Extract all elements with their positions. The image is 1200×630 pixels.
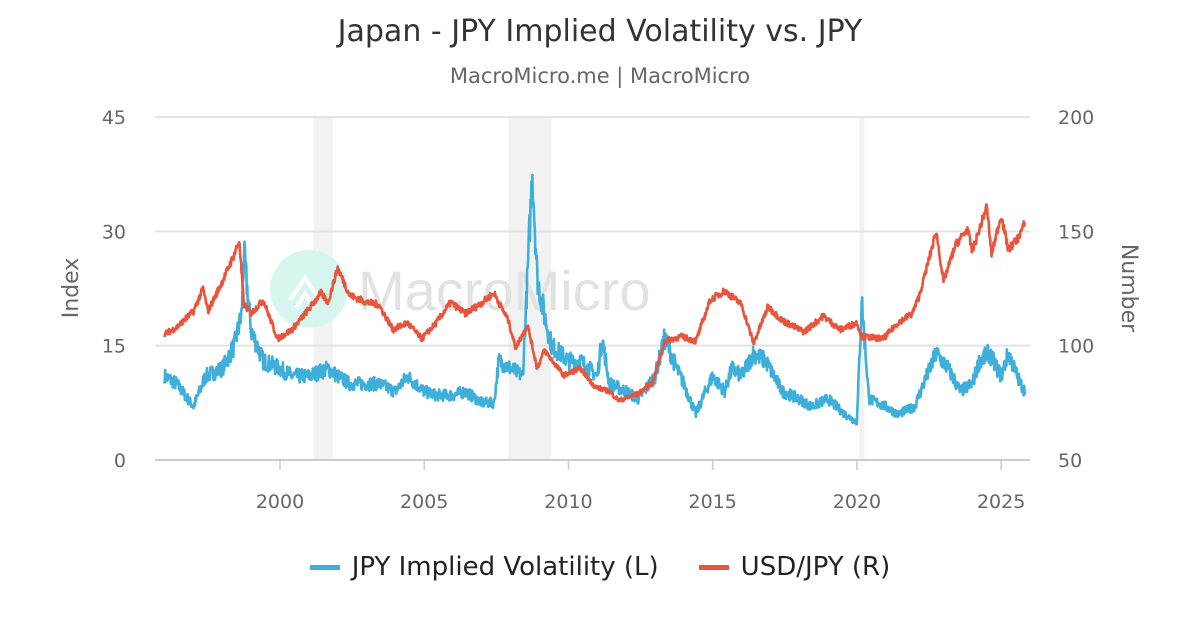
legend-swatch bbox=[309, 564, 340, 570]
left-tick-label: 30 bbox=[102, 221, 126, 243]
x-tick-label: 2015 bbox=[689, 491, 737, 513]
x-tick-label: 2010 bbox=[544, 491, 592, 513]
left-tick-label: 0 bbox=[114, 450, 126, 472]
legend: JPY Implied Volatility (L) USD/JPY (R) bbox=[0, 552, 1200, 582]
right-tick-label: 100 bbox=[1058, 336, 1094, 358]
right-tick-label: 200 bbox=[1058, 107, 1094, 129]
watermark: MacroMicro bbox=[270, 250, 650, 328]
shaded-period bbox=[508, 117, 552, 460]
right-tick-label: 50 bbox=[1058, 450, 1082, 472]
x-tick-label: 2025 bbox=[977, 491, 1025, 513]
usdjpy-line bbox=[163, 203, 1027, 403]
chart-title: Japan - JPY Implied Volatility vs. JPY bbox=[337, 14, 863, 49]
right-axis-title: Number bbox=[1116, 244, 1141, 333]
x-tick-label: 2005 bbox=[400, 491, 448, 513]
shaded-period bbox=[859, 117, 865, 460]
legend-item-volatility[interactable]: JPY Implied Volatility (L) bbox=[309, 552, 659, 582]
left-axis-title: Index bbox=[59, 258, 84, 319]
x-tick-label: 2000 bbox=[256, 491, 304, 513]
x-tick-label: 2020 bbox=[833, 491, 881, 513]
left-tick-label: 15 bbox=[102, 336, 126, 358]
right-tick-label: 150 bbox=[1058, 221, 1094, 243]
left-tick-label: 45 bbox=[102, 107, 126, 129]
legend-label: JPY Implied Volatility (L) bbox=[351, 552, 659, 582]
legend-swatch bbox=[698, 564, 729, 570]
legend-item-usdjpy[interactable]: USD/JPY (R) bbox=[698, 552, 891, 582]
chart-subtitle: MacroMicro.me | MacroMicro bbox=[449, 64, 751, 88]
volatility-line bbox=[163, 173, 1027, 426]
legend-label: USD/JPY (R) bbox=[740, 552, 891, 582]
